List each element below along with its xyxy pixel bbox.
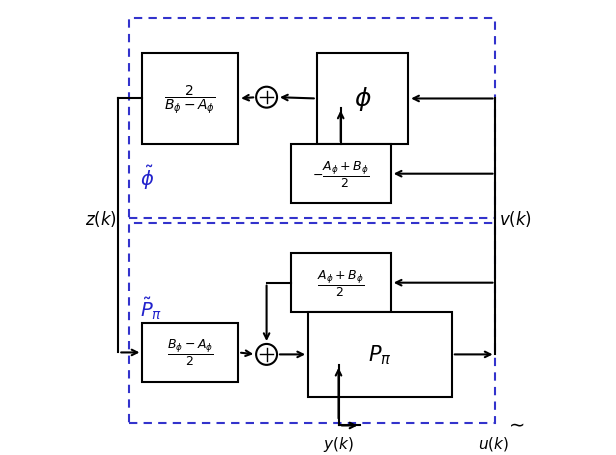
- FancyBboxPatch shape: [142, 54, 238, 145]
- Text: $\dfrac{A_{\phi}+B_{\phi}}{2}$: $\dfrac{A_{\phi}+B_{\phi}}{2}$: [317, 268, 365, 298]
- Text: $y(k)$: $y(k)$: [323, 434, 354, 453]
- Text: $\sim$: $\sim$: [505, 413, 525, 432]
- FancyBboxPatch shape: [291, 145, 391, 204]
- FancyBboxPatch shape: [317, 54, 408, 145]
- Text: $v(k)$: $v(k)$: [498, 209, 532, 229]
- Text: $u(k)$: $u(k)$: [478, 434, 509, 452]
- FancyBboxPatch shape: [308, 313, 452, 397]
- Text: $z(k)$: $z(k)$: [85, 209, 117, 229]
- FancyBboxPatch shape: [142, 324, 238, 382]
- Text: $\dfrac{2}{B_{\phi}-A_{\phi}}$: $\dfrac{2}{B_{\phi}-A_{\phi}}$: [164, 83, 216, 116]
- Text: $\dfrac{B_{\phi}-A_{\phi}}{2}$: $\dfrac{B_{\phi}-A_{\phi}}{2}$: [167, 338, 214, 368]
- Text: $P_{\pi}$: $P_{\pi}$: [368, 343, 392, 367]
- Text: $\tilde{P}_{\pi}$: $\tilde{P}_{\pi}$: [140, 295, 163, 321]
- Text: $\tilde{\phi}$: $\tilde{\phi}$: [140, 163, 155, 192]
- Text: $\phi$: $\phi$: [354, 85, 371, 113]
- Text: $-\dfrac{A_{\phi}+B_{\phi}}{2}$: $-\dfrac{A_{\phi}+B_{\phi}}{2}$: [312, 159, 370, 189]
- FancyBboxPatch shape: [291, 254, 391, 313]
